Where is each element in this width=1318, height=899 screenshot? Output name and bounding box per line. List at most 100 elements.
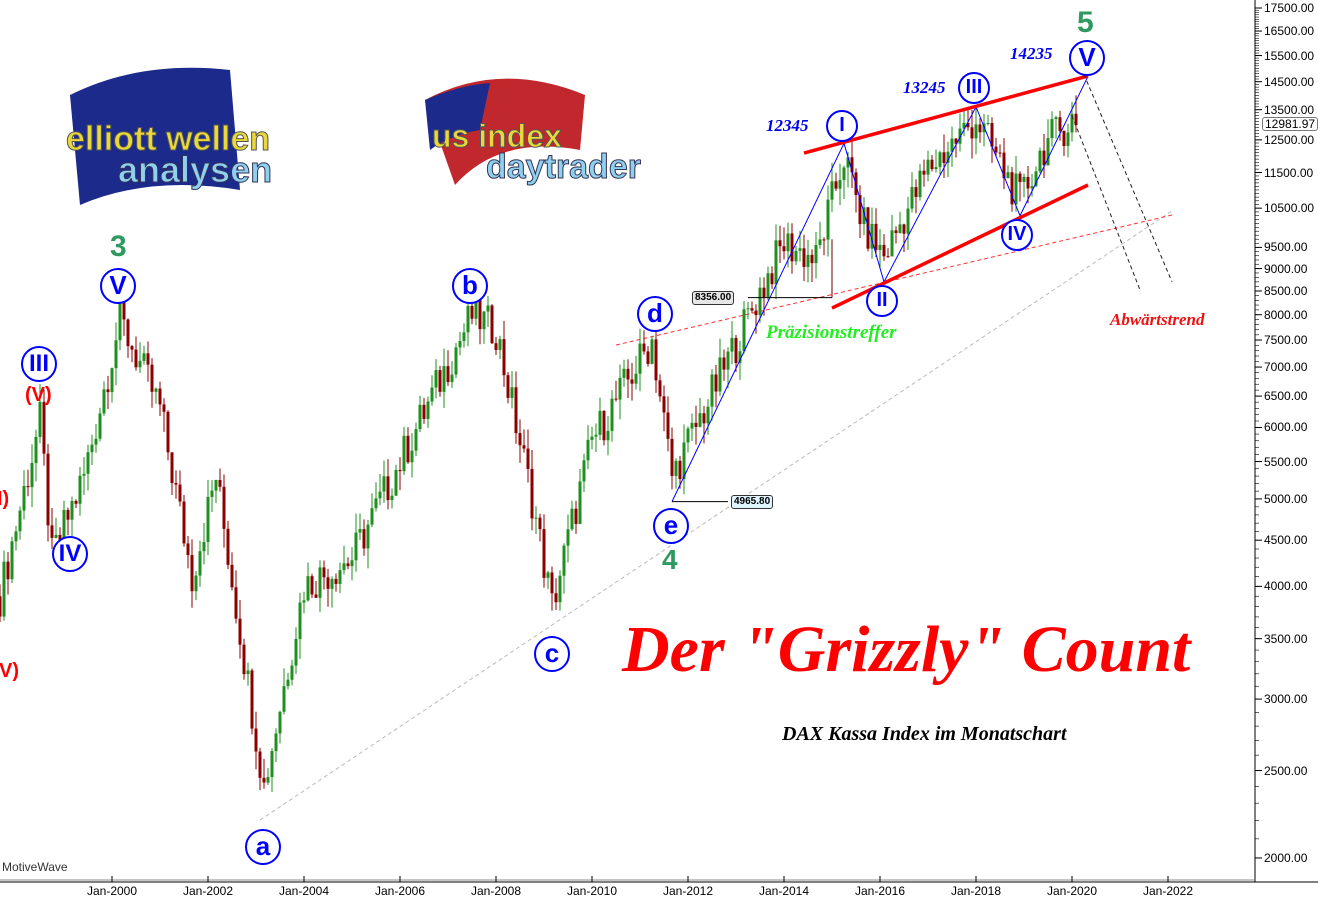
candle-up [558,575,562,603]
candle-down [678,460,682,480]
chart-subtitle: DAX Kassa Index im Monatschart [782,723,1067,745]
candle-up [330,578,334,589]
candle-up [270,751,274,778]
candle-down [574,508,578,524]
candle-down [714,374,718,392]
candle-down [326,577,330,589]
candle-up [342,563,346,571]
candle-up [926,159,930,175]
candle-up [194,575,198,592]
y-tick-label: 7500.00 [1264,333,1308,348]
candle-up [878,244,882,250]
candle-up [390,495,394,501]
candle-up [198,551,202,576]
candle-up [570,508,574,530]
candle-up [374,498,378,509]
candle-up [426,401,430,419]
x-tick-label: Jan-2010 [566,884,618,898]
candle-down [334,578,338,584]
candle-up [34,436,38,463]
candle-down [654,339,658,381]
candle-down [438,370,442,392]
wave-i-value: 12345 [766,116,809,135]
candle-up [934,167,938,170]
candle-up [30,462,34,488]
candle-down [26,485,30,488]
y-tick-label: 14500.00 [1264,74,1315,89]
candle-up [950,138,954,152]
candle-up [282,686,286,712]
candle-up [430,387,434,402]
candle-up [98,413,102,439]
candle-down [834,181,838,189]
candle-up [378,491,382,499]
candle-up [402,435,406,472]
partial-left-label-1: I) [0,488,10,510]
candle-down [702,413,706,424]
candle-up [10,541,14,580]
y-tick-label: 12500.00 [1264,132,1315,147]
candle-down [50,525,54,538]
candle-up [482,311,486,330]
candle-down [230,564,234,588]
candle-down [666,412,670,439]
candle-up [786,233,790,252]
candle-up [498,339,502,350]
candle-up [18,510,22,532]
candle-down [478,297,482,330]
x-tick-label: Jan-2004 [278,884,330,898]
candle-up [78,475,82,504]
candle-up [986,122,990,124]
candle-up [830,181,834,200]
candle-down [750,308,754,311]
candle-down [182,501,186,544]
candle-down [134,349,138,368]
candle-up [838,179,842,189]
x-tick-label: Jan-2020 [1046,884,1098,898]
candle-up [394,470,398,496]
candle-up [862,207,866,225]
x-tick-label: Jan-2016 [854,884,906,898]
y-tick-label: 11500.00 [1264,165,1314,180]
candle-down [810,254,814,264]
candle-down [998,152,1002,154]
candle-up [210,490,214,497]
candle-down [994,146,998,153]
wave-iv-left-circle: IV [52,536,88,572]
candle-up [466,305,470,333]
wave-4-label: 4 [662,544,678,575]
candle-down [74,500,78,504]
candle-down [362,529,366,549]
wave-5-label: 5 [1077,6,1094,39]
candle-down [514,387,518,434]
y-tick-label: 6000.00 [1264,420,1308,435]
candle-up [1006,172,1010,179]
candle-up [290,665,294,680]
y-tick-label: 5500.00 [1264,454,1308,469]
candle-down [310,576,314,595]
candle-up [578,481,582,524]
candle-up [590,436,594,440]
candle-down [778,240,782,247]
candle-down [238,618,242,645]
candle-down [126,319,130,347]
candle-down [242,644,246,675]
candle-up [918,170,922,197]
candle-down [250,670,254,729]
candle-up [906,208,910,234]
candle-down [1074,113,1078,126]
candle-up [358,529,362,533]
candle-down [146,353,150,365]
candle-up [582,460,586,482]
candle-down [822,239,826,241]
y-tick-label: 2000.00 [1264,850,1308,865]
y-tick-label: 6500.00 [1264,389,1308,404]
candle-down [550,572,554,594]
candle-up [338,570,342,584]
candle-up [566,529,570,546]
candle-down [1058,117,1062,131]
candle-up [746,308,750,310]
candle-up [1022,177,1026,182]
candle-up [610,398,614,431]
